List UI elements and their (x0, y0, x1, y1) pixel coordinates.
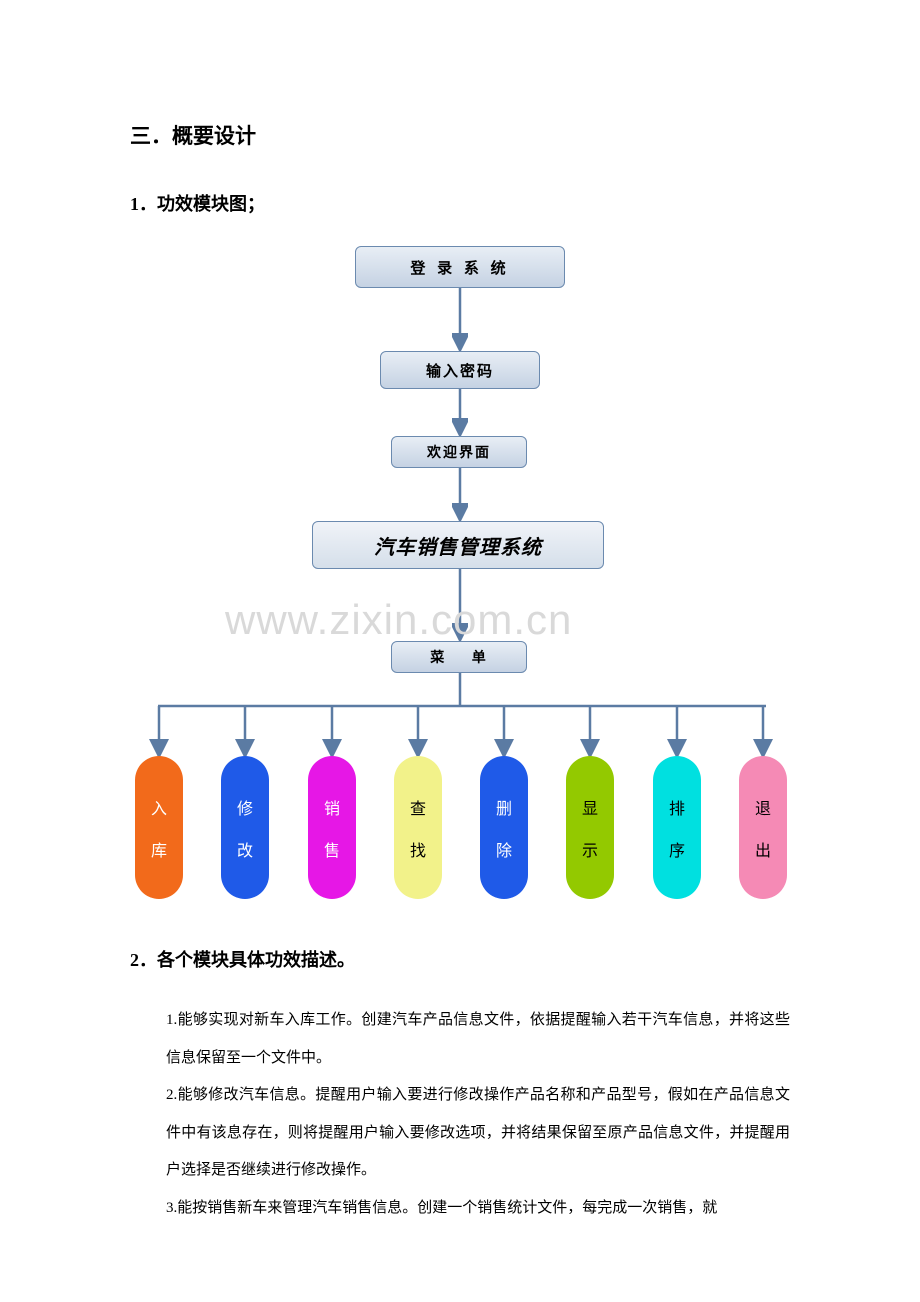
flow-node-menu: 菜 单 (391, 641, 527, 673)
pill-char-1: 显 (582, 795, 598, 819)
flow-node-welcome: 欢迎界面 (391, 436, 527, 468)
arrow-2 (452, 389, 468, 436)
sub-heading-2: 2．各个模块具体功效描述。 (130, 946, 790, 972)
flow-node-login: 登 录 系 统 (355, 246, 565, 288)
pill-char-2: 改 (237, 837, 253, 861)
flow-node-password: 输入密码 (380, 351, 540, 389)
menu-pill-4: 删除 (480, 756, 528, 899)
flowchart-container: www.zixin.com.cn 登 录 系 统 输入密码 欢迎界面 汽车销售管… (130, 246, 790, 916)
menu-pill-3: 查找 (394, 756, 442, 899)
watermark-text: www.zixin.com.cn (225, 596, 572, 644)
main-heading: 三．概要设计 (130, 120, 790, 150)
pill-char-2: 库 (151, 837, 167, 861)
pill-char-1: 查 (410, 795, 426, 819)
flow-node-system: 汽车销售管理系统 (312, 521, 604, 569)
sub-heading-1: 1．功效模块图； (130, 190, 790, 216)
menu-pill-2: 销售 (308, 756, 356, 899)
description-section: 1.能够实现对新车入库工作。创建汽车产品信息文件，依据提醒输入若干汽车信息，并将… (130, 1002, 790, 1227)
desc-p2: 2.能够修改汽车信息。提醒用户输入要进行修改操作产品名称和产品型号，假如在产品信… (166, 1077, 790, 1190)
pill-char-1: 删 (496, 795, 512, 819)
menu-pill-1: 修改 (221, 756, 269, 899)
pill-char-2: 售 (324, 837, 340, 861)
desc-p1: 1.能够实现对新车入库工作。创建汽车产品信息文件，依据提醒输入若干汽车信息，并将… (166, 1002, 790, 1077)
pill-char-1: 入 (151, 795, 167, 819)
desc-p3: 3.能按销售新车来管理汽车销售信息。创建一个销售统计文件，每完成一次销售，就 (166, 1190, 790, 1228)
pill-char-2: 示 (582, 837, 598, 861)
pill-char-1: 销 (324, 795, 340, 819)
menu-pill-7: 退出 (739, 756, 787, 899)
menu-pill-6: 排序 (653, 756, 701, 899)
pill-char-2: 除 (496, 837, 512, 861)
arrow-3 (452, 468, 468, 521)
pill-char-2: 序 (669, 837, 685, 861)
pill-char-1: 排 (669, 795, 685, 819)
pill-char-2: 找 (410, 837, 426, 861)
menu-pill-0: 入库 (135, 756, 183, 899)
pill-char-1: 修 (237, 795, 253, 819)
arrow-5 (452, 673, 468, 706)
arrow-1 (452, 288, 468, 351)
horizontal-line (158, 704, 766, 708)
pill-char-1: 退 (755, 795, 771, 819)
pill-char-2: 出 (755, 837, 771, 861)
pill-arrows (130, 704, 790, 759)
menu-pill-5: 显示 (566, 756, 614, 899)
arrow-4 (452, 569, 468, 641)
